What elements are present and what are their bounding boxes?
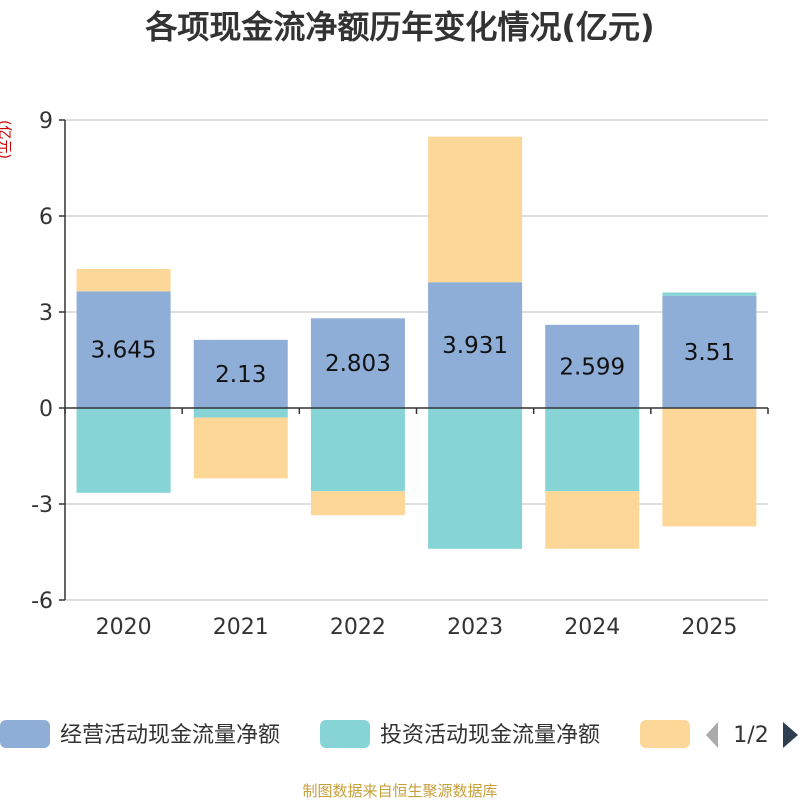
legend-label-2[interactable]: 投资活动现金流量净额 bbox=[380, 723, 600, 748]
x-tick-label: 2022 bbox=[330, 615, 386, 640]
data-label-2025: 3.51 bbox=[684, 340, 735, 366]
x-tick-label: 2020 bbox=[96, 615, 152, 640]
gridlines bbox=[65, 119, 768, 601]
bar-2024-series-1[interactable] bbox=[545, 324, 640, 408]
y-tick-label: 9 bbox=[39, 109, 53, 134]
bar-2025-series-3[interactable] bbox=[662, 408, 757, 527]
data-label-2023: 3.931 bbox=[442, 333, 508, 359]
y-tick-label: -3 bbox=[31, 493, 53, 518]
source-text: 制图数据来自恒生聚源数据库 bbox=[302, 782, 497, 800]
legend: 经营活动现金流量净额 投资活动现金流量净额 bbox=[0, 720, 690, 748]
data-label-2022: 2.803 bbox=[325, 351, 391, 377]
y-tick-label: 6 bbox=[39, 205, 53, 230]
chart-title: 各项现金流净额历年变化情况(亿元) bbox=[145, 8, 654, 46]
bar-2024-series-3[interactable] bbox=[545, 491, 640, 549]
bar-2020-series-3[interactable] bbox=[76, 268, 171, 292]
data-label-2024: 2.599 bbox=[559, 354, 625, 380]
x-tick-label: 2021 bbox=[213, 615, 269, 640]
bar-2025-series-1[interactable] bbox=[662, 295, 757, 408]
bar-2021-series-3[interactable] bbox=[193, 417, 288, 479]
bar-2022-series-3[interactable] bbox=[310, 491, 405, 516]
legend-swatch-3[interactable] bbox=[640, 720, 690, 748]
data-label-2020: 3.645 bbox=[91, 338, 157, 364]
legend-swatch-1[interactable] bbox=[0, 720, 50, 748]
legend-swatch-2[interactable] bbox=[320, 720, 370, 748]
bars-group bbox=[76, 136, 757, 549]
x-tick-label: 2023 bbox=[447, 615, 503, 640]
bar-2025-series-2[interactable] bbox=[662, 292, 757, 296]
bar-2023-series-2[interactable] bbox=[428, 408, 523, 549]
data-labels: 3.645 2.13 2.803 3.931 2.599 3.51 bbox=[91, 333, 735, 388]
legend-prev-page-icon[interactable] bbox=[706, 722, 718, 748]
y-tick-label: 0 bbox=[39, 397, 53, 422]
bar-2022-series-1[interactable] bbox=[310, 318, 405, 408]
legend-pager: 1/2 bbox=[706, 722, 798, 748]
bar-2020-series-2[interactable] bbox=[76, 408, 171, 493]
bar-2021-series-2[interactable] bbox=[193, 408, 288, 418]
bar-2022-series-2[interactable] bbox=[310, 408, 405, 492]
x-tick-label: 2024 bbox=[564, 615, 620, 640]
bar-2023-series-3[interactable] bbox=[428, 136, 523, 283]
bar-2021-series-1[interactable] bbox=[193, 339, 288, 408]
legend-next-page-icon[interactable] bbox=[783, 722, 798, 748]
axes: 9 6 3 0 -3 -6 2020 2021 2022 2023 2024 2025 bbox=[31, 109, 769, 640]
legend-label-1[interactable]: 经营活动现金流量净额 bbox=[60, 723, 280, 748]
bar-2020-series-1[interactable] bbox=[76, 291, 171, 408]
y-axis-label: (亿元) bbox=[0, 120, 12, 159]
data-label-2021: 2.13 bbox=[215, 362, 266, 388]
bar-2024-series-2[interactable] bbox=[545, 408, 640, 492]
y-tick-label: 3 bbox=[39, 301, 53, 326]
y-tick-label: -6 bbox=[31, 589, 53, 614]
bar-2023-series-1[interactable] bbox=[428, 282, 523, 408]
legend-page-indicator: 1/2 bbox=[733, 723, 768, 748]
x-tick-label: 2025 bbox=[681, 615, 737, 640]
